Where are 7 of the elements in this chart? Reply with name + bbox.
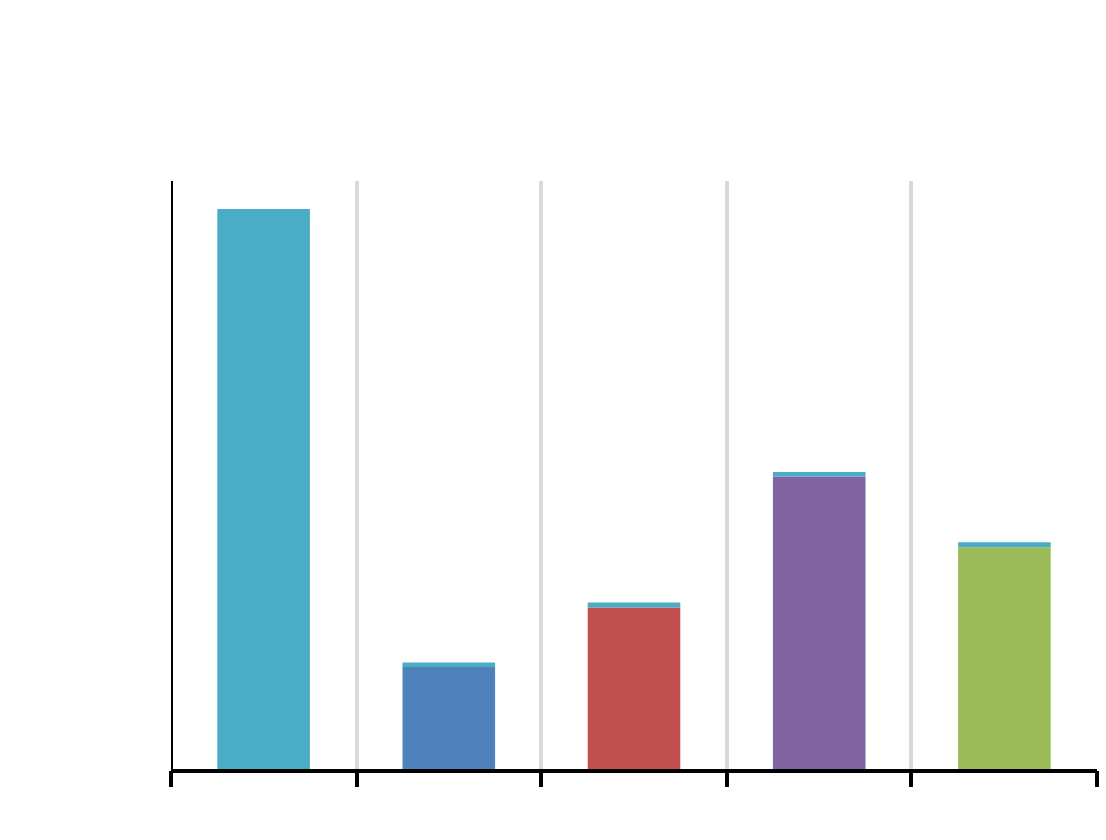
bar (587, 607, 681, 771)
bar (217, 209, 310, 771)
bar (772, 476, 866, 771)
bar (958, 542, 1051, 548)
bar (402, 667, 496, 771)
bar (958, 547, 1051, 771)
bar (587, 602, 681, 608)
